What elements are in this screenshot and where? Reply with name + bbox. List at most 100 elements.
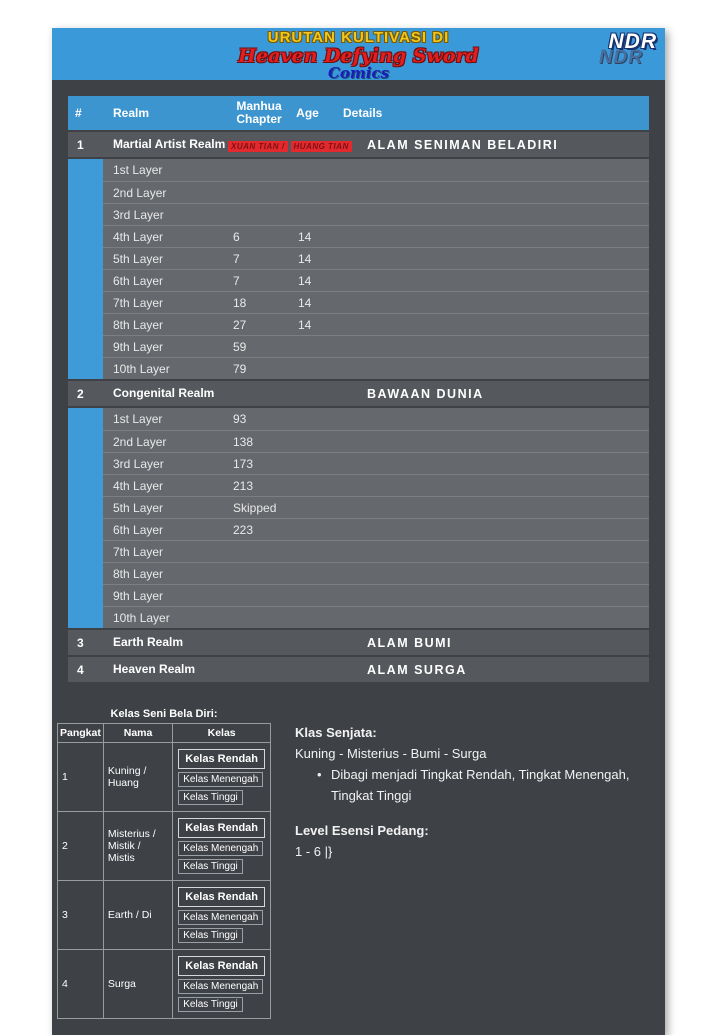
realm-name: Earth Realm [113, 635, 184, 649]
realm-details: ALAM SENIMAN BELADIRI [367, 137, 559, 152]
class-rank: 2 [57, 811, 104, 881]
layer-name: 6th Layer [113, 522, 164, 537]
class-name: Earth / Di [102, 880, 174, 950]
layer-row: 5th Layer Skipped [103, 496, 649, 518]
layer-chapter: 7 [233, 251, 240, 266]
banner-title-line3: Comics [327, 64, 390, 82]
class-rank: 3 [57, 880, 104, 950]
martial-class-row: 2 Misterius / Mistik / Mistis Kelas Rend… [57, 811, 271, 881]
class-level-box: Kelas Menengah [178, 841, 264, 856]
layer-name: 6th Layer [113, 273, 164, 288]
layer-chapter: 173 [233, 456, 254, 471]
realm-row: 4 Heaven Realm ALAM SURGA [68, 657, 649, 682]
realm-number: 3 [77, 635, 84, 650]
class-levels: Kelas Rendah Kelas Menengah Kelas Tinggi [172, 811, 271, 881]
layer-name: 2nd Layer [113, 185, 167, 200]
class-levels: Kelas Rendah Kelas Menengah Kelas Tinggi [172, 949, 271, 1019]
column-header-details: Details [343, 106, 383, 120]
ndr-logo-text: NDR [608, 30, 657, 53]
column-header-number: # [75, 106, 82, 120]
sword-essence-value: 1 - 6 |} [295, 844, 333, 859]
class-level-box: Kelas Tinggi [178, 997, 243, 1012]
layer-row: 4th Layer 213 [103, 474, 649, 496]
layer-chapter: 138 [233, 434, 254, 449]
layer-row: 3rd Layer [103, 203, 649, 225]
banner: URUTAN KULTIVASI DI Heaven Defying Sword… [52, 28, 665, 82]
page-content: URUTAN KULTIVASI DI Heaven Defying Sword… [52, 28, 665, 1035]
realm-name: Congenital Realm [113, 386, 215, 400]
class-name: Kuning / Huang [102, 742, 174, 812]
column-header-chapter: Manhua Chapter [236, 99, 282, 126]
martial-class-table-title: Kelas Seni Bela Diri: [110, 708, 218, 720]
layer-age: 14 [298, 317, 312, 332]
class-level-box: Kelas Menengah [178, 772, 264, 787]
sword-essence-title: Level Esensi Pedang: [295, 823, 429, 838]
layer-age: 14 [298, 251, 312, 266]
layer-chapter: 79 [233, 361, 247, 376]
layer-name: 8th Layer [113, 317, 164, 332]
martial-class-table-wrap: Kelas Seni Bela Diri: Pangkat Nama Kelas… [57, 708, 271, 1019]
layer-row: 6th Layer 223 [103, 518, 649, 540]
class-level-box: Kelas Rendah [178, 887, 265, 907]
ndr-logo-shadow-text: NDR [598, 47, 643, 68]
bullet-icon: • [317, 767, 322, 782]
layer-chapter: 93 [233, 412, 247, 426]
layer-name: 9th Layer [113, 339, 164, 354]
cultivation-table-header: # Realm Manhua Chapter Age Details [68, 96, 649, 130]
layer-group-strip [68, 408, 103, 628]
layer-name: 5th Layer [113, 251, 164, 266]
class-rank: 1 [57, 742, 104, 812]
layer-name: 9th Layer [113, 588, 164, 603]
class-level-box: Kelas Menengah [178, 910, 264, 925]
class-levels: Kelas Rendah Kelas Menengah Kelas Tinggi [172, 742, 271, 812]
banner-title-line1: URUTAN KULTIVASI DI [267, 29, 450, 46]
cultivation-table-body: 1 Martial Artist Realm XUAN TIAN / HUANG … [68, 132, 649, 682]
realm-name: Martial Artist Realm [113, 137, 226, 151]
layer-row: 6th Layer 7 14 [103, 269, 649, 291]
realm-row: 2 Congenital Realm BAWAAN DUNIA [68, 381, 649, 406]
layer-name: 3rd Layer [113, 456, 164, 471]
realm-details: ALAM SURGA [367, 662, 467, 677]
layer-chapter: 6 [233, 229, 240, 244]
layer-row: 1st Layer 93 [103, 408, 649, 430]
layer-name: 4th Layer [113, 229, 164, 244]
layer-row: 2nd Layer [103, 181, 649, 203]
martial-class-table: Pangkat Nama Kelas 1 Kuning / Huang Kela… [57, 723, 271, 1019]
layer-rows: 1st Layer 93 2nd Layer 138 3rd Layer 173… [103, 408, 649, 628]
realm-number: 2 [77, 386, 84, 401]
bottom-section: Kelas Seni Bela Diri: Pangkat Nama Kelas… [57, 708, 649, 1019]
realm-details: ALAM BUMI [367, 635, 453, 650]
layer-age: 14 [298, 229, 312, 244]
class-level-box: Kelas Tinggi [178, 859, 243, 874]
cultivation-table: # Realm Manhua Chapter Age Details 1 Mar… [68, 96, 649, 682]
layer-age: 14 [298, 273, 312, 288]
ndr-logo: NDR NDR [579, 30, 659, 78]
realm-row: 1 Martial Artist Realm XUAN TIAN / HUANG … [68, 132, 649, 157]
layer-row: 4th Layer 6 14 [103, 225, 649, 247]
layer-block: 1st Layer 93 2nd Layer 138 3rd Layer 173… [68, 408, 649, 628]
layer-chapter: 27 [233, 317, 247, 332]
class-level-box: Kelas Rendah [178, 749, 265, 769]
class-column-nama: Nama [102, 723, 174, 743]
martial-class-row: 1 Kuning / Huang Kelas Rendah Kelas Menen… [57, 742, 271, 812]
class-level-box: Kelas Rendah [178, 818, 265, 838]
class-name: Surga [102, 949, 174, 1019]
realm-row: 3 Earth Realm ALAM BUMI [68, 630, 649, 655]
weapon-class-bullet: • Dibagi menjadi Tingkat Rendah, Tingkat… [295, 764, 649, 806]
realm-note-chip: XUAN TIAN / [228, 140, 288, 152]
layer-chapter: 223 [233, 522, 254, 537]
layer-row: 8th Layer 27 14 [103, 313, 649, 335]
layer-name: 1st Layer [113, 412, 163, 426]
layer-name: 3rd Layer [113, 207, 164, 222]
layer-row: 7th Layer 18 14 [103, 291, 649, 313]
class-column-kelas: Kelas [172, 723, 271, 743]
realm-note: XUAN TIAN / HUANG TIAN [228, 138, 352, 152]
class-level-box: Kelas Menengah [178, 979, 264, 994]
class-levels: Kelas Rendah Kelas Menengah Kelas Tinggi [172, 880, 271, 950]
layer-chapter: 59 [233, 339, 247, 354]
layer-name: 10th Layer [113, 361, 170, 376]
layer-row: 5th Layer 7 14 [103, 247, 649, 269]
weapon-class-title: Klas Senjata: [295, 725, 377, 740]
martial-class-row: 4 Surga Kelas Rendah Kelas Menengah Kelas … [57, 949, 271, 1019]
layer-row: 9th Layer [103, 584, 649, 606]
